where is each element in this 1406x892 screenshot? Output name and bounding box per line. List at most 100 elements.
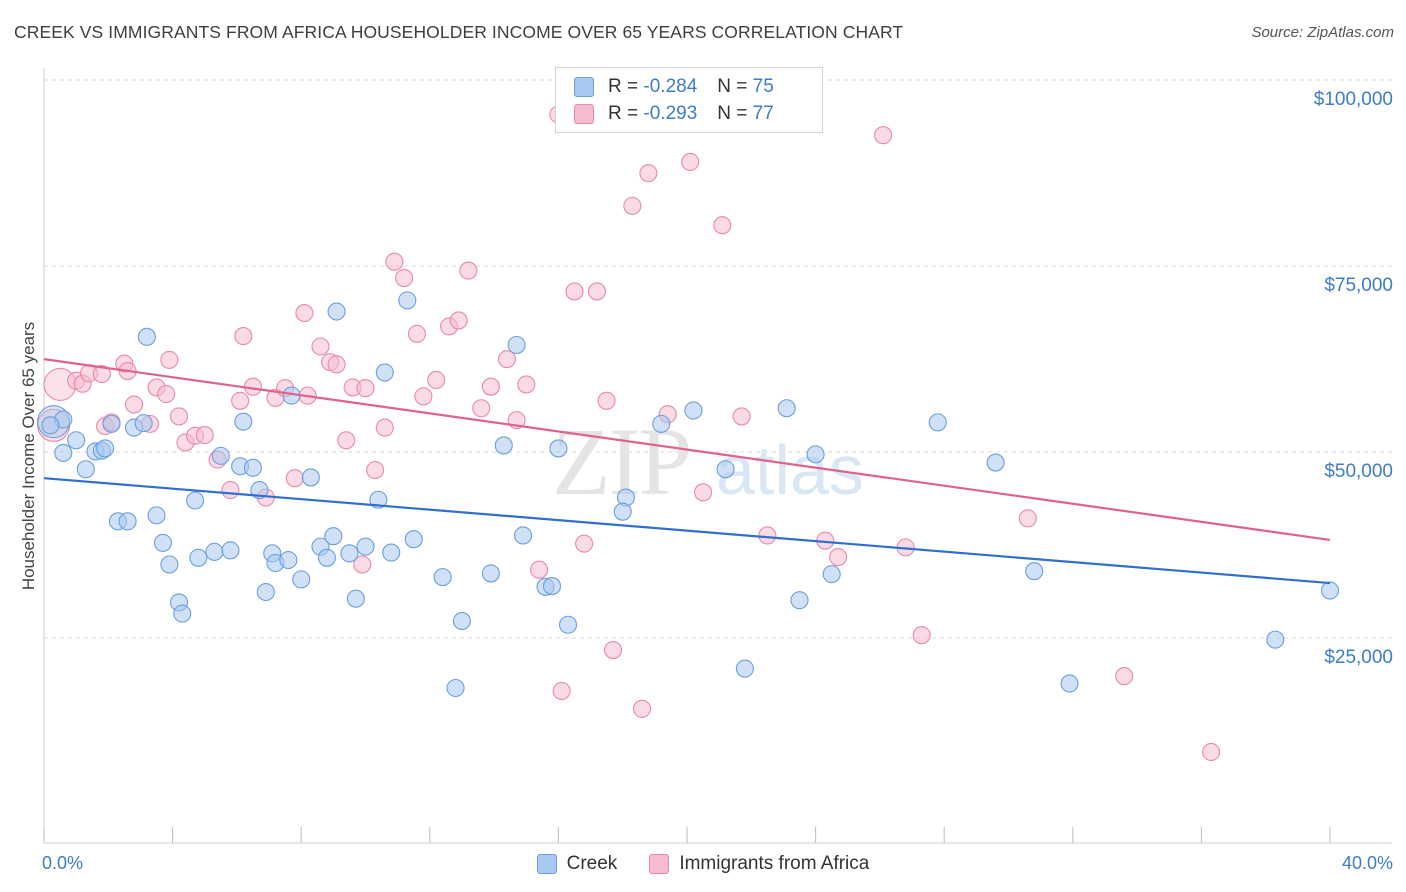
creek-point: [118, 512, 137, 531]
creek-point: [76, 460, 95, 479]
creek-point: [134, 414, 153, 433]
creek-point: [205, 542, 224, 561]
immigrants-point: [366, 460, 385, 480]
series-immigrants-points: [37, 105, 1221, 762]
immigrants-point: [587, 282, 607, 301]
immigrants-point: [157, 385, 176, 404]
y-tick-label: $100,000: [1314, 89, 1393, 110]
creek-point: [301, 468, 320, 487]
watermark-atlas: atlas: [716, 431, 864, 509]
immigrants-point: [565, 282, 584, 301]
creek-point: [382, 543, 401, 562]
immigrants-point: [311, 337, 330, 356]
series-creek-points: [37, 291, 1340, 698]
creek-point: [928, 413, 947, 432]
immigrants-point: [497, 350, 517, 369]
immigrants-point: [234, 327, 253, 346]
creek-point: [777, 399, 796, 418]
creek-point: [41, 416, 60, 435]
immigrants-point: [375, 418, 394, 437]
immigrants-point: [356, 379, 375, 398]
immigrants-point: [231, 391, 250, 410]
creek-point: [986, 453, 1005, 472]
creek-point: [375, 363, 394, 382]
creek-point: [481, 564, 500, 583]
creek-trend-line: [43, 477, 1331, 585]
creek-point: [173, 604, 192, 623]
series-legend: Creek Immigrants from Africa: [0, 851, 1406, 877]
y-tick-labels: $25,000 $50,000 $75,000 $100,000: [1314, 89, 1393, 668]
immigrants-point: [449, 311, 468, 330]
immigrants-point: [874, 126, 893, 145]
x-tick-label: 40.0%: [1342, 853, 1393, 873]
x-tick-labels: 0.0% 40.0%: [42, 853, 1393, 873]
legend-item-creek[interactable]: Creek: [536, 853, 618, 875]
immigrants-point: [395, 268, 414, 288]
immigrants-point: [623, 196, 642, 215]
immigrants-point: [160, 350, 179, 369]
creek-point: [494, 436, 513, 455]
immigrants-point: [221, 481, 240, 500]
immigrants-point: [912, 626, 931, 645]
creek-point: [1320, 581, 1340, 600]
immigrants-point: [295, 303, 314, 323]
creek-point: [404, 530, 423, 549]
creek-point: [234, 412, 253, 431]
creek-point: [153, 533, 173, 552]
creek-point: [398, 291, 417, 310]
immigrants-point: [694, 483, 713, 502]
immigrants-point: [575, 534, 594, 553]
legend-r-label: R =: [608, 76, 639, 97]
creek-point: [160, 555, 179, 574]
source-label: Source: ZipAtlas.com: [1251, 24, 1394, 41]
legend-swatch-creek: [536, 854, 557, 874]
creek-point: [327, 302, 346, 321]
legend-r-label: R =: [608, 103, 639, 124]
creek-point: [102, 414, 121, 433]
creek-point: [613, 502, 632, 521]
axes: [43, 68, 1392, 844]
immigrants-point: [829, 547, 848, 567]
creek-point: [221, 541, 240, 560]
creek-point: [186, 491, 205, 510]
immigrants-point: [552, 681, 571, 701]
creek-point: [317, 548, 336, 567]
creek-point: [54, 443, 73, 462]
legend-row-creek: R = -0.284 N = 75: [574, 74, 774, 100]
creek-point: [67, 431, 86, 450]
immigrants-point: [414, 387, 433, 406]
trend-lines: [43, 358, 1331, 585]
creek-point: [340, 544, 359, 563]
creek-point: [1266, 630, 1285, 649]
immigrants-point: [732, 407, 751, 426]
immigrants-point: [758, 526, 777, 545]
creek-point: [292, 570, 311, 589]
immigrants-trend-line: [43, 358, 1331, 542]
immigrants-point: [327, 355, 346, 374]
creek-point: [256, 582, 275, 602]
immigrants-point: [385, 252, 404, 271]
legend-label-immigrants: Immigrants from Africa: [679, 853, 870, 874]
creek-point: [356, 537, 375, 556]
creek-point: [822, 565, 841, 584]
legend-swatch-immigrants: [649, 854, 670, 874]
immigrants-point: [472, 399, 491, 418]
creek-point: [243, 458, 263, 477]
immigrants-point: [427, 370, 446, 390]
immigrants-point: [597, 391, 616, 410]
creek-point: [189, 548, 208, 567]
creek-point: [790, 591, 809, 610]
creek-point: [324, 527, 343, 546]
creek-point: [507, 335, 526, 355]
legend-item-immigrants[interactable]: Immigrants from Africa: [649, 853, 869, 875]
creek-point: [279, 550, 298, 570]
immigrants-point: [481, 377, 500, 396]
creek-point: [137, 327, 156, 346]
immigrants-point: [407, 324, 426, 343]
legend-label-creek: Creek: [566, 853, 618, 874]
legend-swatch-immigrants: [574, 104, 594, 124]
creek-point: [452, 611, 472, 631]
creek-point: [806, 445, 825, 464]
immigrants-point: [530, 560, 549, 579]
